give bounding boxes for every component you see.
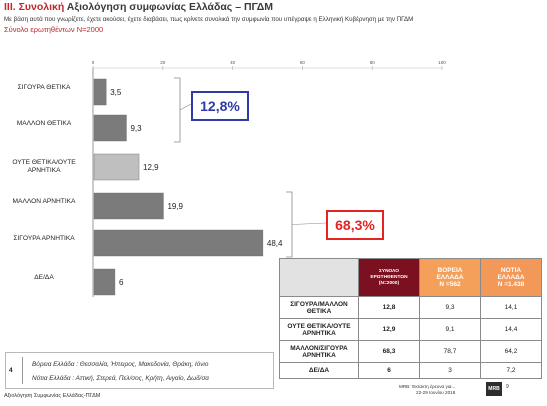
bar (93, 78, 107, 106)
header-north: ΒΟΡΕΙΑ ΕΛΛΑΔΑ Ν =562 (419, 258, 481, 297)
page-title: ΙΙΙ. Συνολική Αξιολόγηση συμφωνίας Ελλάδ… (4, 1, 273, 13)
row-label-line: ΔΕ/ΔΑ (308, 367, 330, 374)
row-label-line: ΑΡΝΗΤΙΚΑ (302, 329, 336, 337)
header-total-line: ΣΥΝΟΛΟ (379, 268, 399, 274)
header-north-line: ΕΛΛΑΔΑ (436, 274, 464, 281)
cell-north: 9,3 (419, 296, 481, 319)
bar (93, 114, 127, 142)
row-label-line: ΘΕΤΙΚΑ (306, 307, 332, 315)
legend-south: Νότια Ελλάδα : Αττική, Στερεά, Πελ/σος, … (32, 375, 209, 382)
x-tick-label: 80 (370, 60, 376, 65)
bar-value-label: 19,9 (167, 202, 183, 211)
cell-total: 6 (358, 362, 420, 379)
header-north-line: ΒΟΡΕΙΑ (437, 267, 463, 274)
x-tick-label: 20 (160, 60, 166, 65)
legend-number: 4 (9, 367, 13, 374)
header-south-line: Ν =1.438 (497, 281, 525, 288)
row-label-line: ΣΙΓΟΥΡΑ/ΜΑΛΛΟΝ (290, 300, 348, 308)
x-tick-label: 100 (438, 60, 446, 65)
cell-total: 12,8 (358, 296, 420, 319)
x-tick-label: 60 (300, 60, 306, 65)
x-tick-label: 0 (92, 60, 95, 65)
row-label-line: ΜΑΛΛΟΝ/ΣΙΓΟΥΡΑ (290, 344, 348, 352)
header-south-line: ΕΛΛΑΔΑ (497, 274, 525, 281)
category-label: ΣΙΓΟΥΡΑ ΘΕΤΙΚΑ (17, 84, 71, 91)
table-row: ΟΥΤΕ ΘΕΤΙΚΑ/ΟΥΤΕ ΑΡΝΗΤΙΚΑ 12,9 9,1 14,4 (279, 318, 542, 341)
x-tick-label: 40 (230, 60, 236, 65)
row-label: ΟΥΤΕ ΘΕΤΙΚΑ/ΟΥΤΕ ΑΡΝΗΤΙΚΑ (279, 318, 359, 341)
category-label: ΔΕ/ΔΑ (34, 274, 54, 281)
table-row: ΔΕ/ΔΑ 6 3 7,2 (279, 362, 542, 379)
bar-value-label: 12,9 (143, 163, 159, 172)
footer-source: MRB: Έκτακτη έρευνα για... 22-29 Ιουνίου… (399, 384, 455, 396)
sample-base: Σύνολο ερωτηθέντων Ν=2000 (4, 25, 104, 34)
category-label: ΣΙΓΟΥΡΑ ΑΡΝΗΤΙΚΑ (13, 235, 75, 242)
question-text: Με βάση αυτά που γνωρίζετε, έχετε ακούσε… (4, 16, 414, 23)
cell-north: 3 (419, 362, 481, 379)
results-table: ΣΥΝΟΛΟ ΕΡΩΤΗΘΕΝΤΩΝ (Ν=2000) ΒΟΡΕΙΑ ΕΛΛΑΔ… (279, 258, 542, 379)
negative-total-callout: 68,3% (326, 210, 384, 240)
cell-south: 14,1 (480, 296, 542, 319)
cell-south: 64,2 (480, 340, 542, 363)
row-label: ΔΕ/ΔΑ (279, 362, 359, 379)
footer-date-line: 22-29 Ιουνίου 2018 (416, 390, 456, 395)
row-label: ΣΙΓΟΥΡΑ/ΜΑΛΛΟΝ ΘΕΤΙΚΑ (279, 296, 359, 319)
table-row: ΜΑΛΛΟΝ/ΣΙΓΟΥΡΑ ΑΡΝΗΤΙΚΑ 68,3 78,7 64,2 (279, 340, 542, 363)
positive-bracket-link (179, 103, 192, 111)
positive-total-callout: 12,8% (191, 91, 249, 121)
bar-value-label: 6 (119, 278, 124, 287)
page-number: 9 (506, 384, 509, 390)
header-total: ΣΥΝΟΛΟ ΕΡΩΤΗΘΕΝΤΩΝ (Ν=2000) (358, 258, 420, 297)
region-legend: 4 Βόρεια Ελλάδα : Θεσσαλία, Ήπειρος, Μακ… (5, 352, 274, 389)
footer-title: Αξιολόγηση Συμφωνίας Ελλάδας-ΠΓΔΜ (4, 393, 101, 399)
bar (93, 192, 164, 220)
bar (93, 268, 116, 296)
cell-north: 78,7 (419, 340, 481, 363)
row-label: ΜΑΛΛΟΝ/ΣΙΓΟΥΡΑ ΑΡΝΗΤΙΚΑ (279, 340, 359, 363)
category-label: ΜΑΛΛΟΝ ΘΕΤΙΚΑ (16, 120, 72, 127)
header-south-line: ΝΟΤΙΑ (500, 267, 522, 274)
category-label: ΟΥΤΕ ΘΕΤΙΚΑ/ΟΥΤΕ ΑΡΝΗΤΙΚΑ (12, 159, 76, 174)
header-total-line: (Ν=2000) (378, 280, 400, 286)
legend-north: Βόρεια Ελλάδα : Θεσσαλία, Ήπειρος, Μακεδ… (32, 361, 209, 368)
title-section: ΙΙΙ. Συνολική (4, 1, 65, 13)
header-total-line: ΕΡΩΤΗΘΕΝΤΩΝ (370, 274, 408, 280)
cell-south: 7,2 (480, 362, 542, 379)
bar (93, 153, 140, 181)
row-label-line: ΑΡΝΗΤΙΚΑ (302, 351, 336, 359)
bar-value-label: 3,5 (110, 88, 122, 97)
header-north-line: Ν =562 (439, 281, 461, 288)
header-south: ΝΟΤΙΑ ΕΛΛΑΔΑ Ν =1.438 (480, 258, 542, 297)
positive-bracket (174, 77, 181, 143)
table-header-row: ΣΥΝΟΛΟ ΕΡΩΤΗΘΕΝΤΩΝ (Ν=2000) ΒΟΡΕΙΑ ΕΛΛΑΔ… (279, 258, 542, 297)
footer-source-line: MRB: Έκτακτη έρευνα για... (399, 384, 456, 389)
mrb-logo: MRB (486, 382, 502, 396)
category-label: ΜΑΛΛΟΝ ΑΡΝΗΤΙΚΑ (12, 198, 76, 205)
negative-bracket (286, 191, 293, 258)
title-text: Αξιολόγηση συμφωνίας Ελλάδας – ΠΓΔΜ (64, 1, 273, 13)
bar-value-label: 48,4 (267, 239, 283, 248)
row-label-line: ΟΥΤΕ ΘΕΤΙΚΑ/ΟΥΤΕ (287, 322, 351, 330)
bar-value-label: 9,3 (130, 124, 142, 133)
bar (93, 229, 264, 257)
legend-divider (22, 357, 23, 384)
cell-total: 68,3 (358, 340, 420, 363)
table-corner (279, 258, 359, 297)
cell-north: 9,1 (419, 318, 481, 341)
cell-south: 14,4 (480, 318, 542, 341)
table-row: ΣΙΓΟΥΡΑ/ΜΑΛΛΟΝ ΘΕΤΙΚΑ 12,8 9,3 14,1 (279, 296, 542, 319)
cell-total: 12,9 (358, 318, 420, 341)
negative-bracket-link (291, 222, 327, 225)
